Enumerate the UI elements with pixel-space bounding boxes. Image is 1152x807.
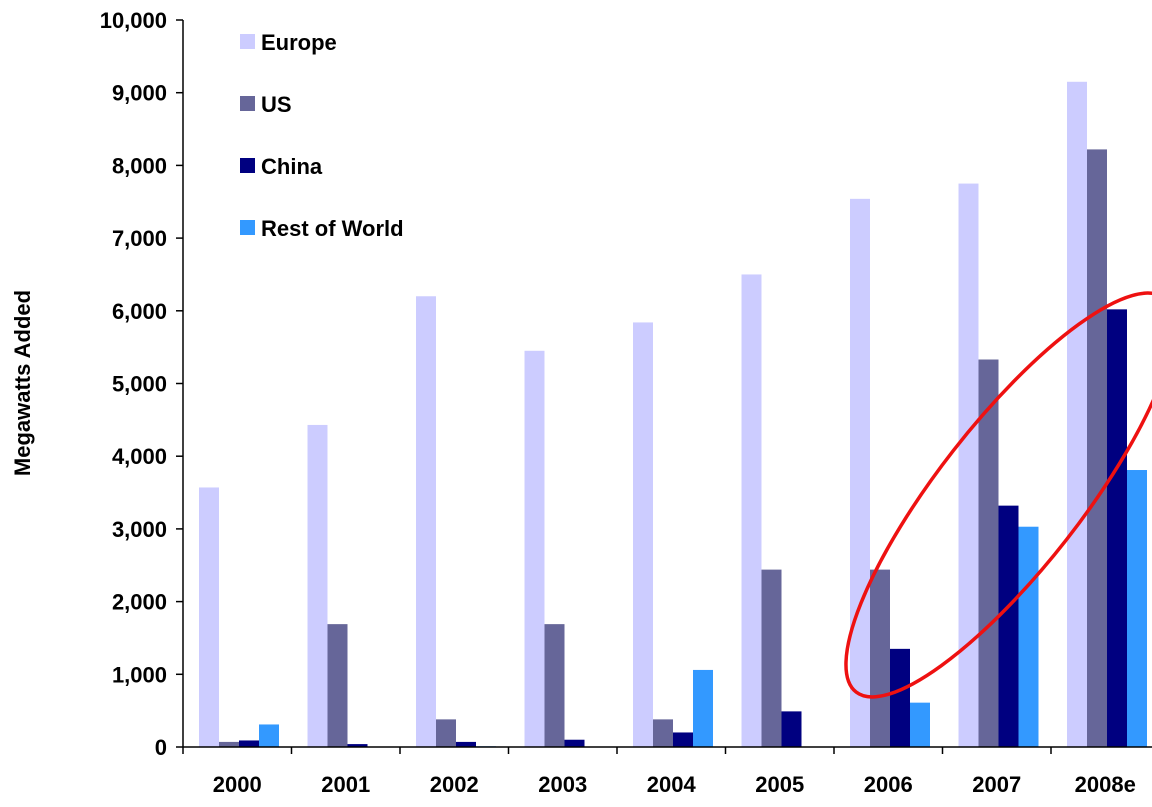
highlight-ellipse-annotation xyxy=(844,291,1152,699)
legend-label: Europe xyxy=(261,30,337,55)
bar-china-2003 xyxy=(564,739,585,747)
bar-china-2000 xyxy=(239,740,259,747)
bar-europe-2008e xyxy=(1067,81,1087,748)
y-tick-label: 10,000 xyxy=(100,8,167,33)
bar-us-2007 xyxy=(978,359,999,747)
legend-swatch-us xyxy=(240,96,255,111)
bar-us-2005 xyxy=(761,569,782,747)
y-axis-title: Megawatts Added xyxy=(10,290,35,476)
legend: Europe US China Rest of World xyxy=(240,30,404,241)
bar-europe-2002 xyxy=(416,296,436,747)
bar-europe-2004 xyxy=(633,322,653,747)
bar-china-2004 xyxy=(673,732,693,747)
bar-europe-2007 xyxy=(958,183,979,747)
y-tick-label: 8,000 xyxy=(112,153,167,178)
bar-us-2001 xyxy=(327,624,348,747)
y-tick-label: 1,000 xyxy=(112,662,167,687)
x-tick-label: 2005 xyxy=(755,772,804,797)
y-tick-label: 6,000 xyxy=(112,299,167,324)
bar-europe-2006 xyxy=(850,198,870,748)
y-tick-label: 5,000 xyxy=(112,372,167,397)
legend-label: US xyxy=(261,92,292,117)
bar-rest-of-world-2006 xyxy=(910,702,930,747)
highlight-ellipse xyxy=(844,291,1152,699)
bar-china-2006 xyxy=(890,648,910,747)
y-tick-label: 4,000 xyxy=(112,444,167,469)
y-tick-label: 7,000 xyxy=(112,226,167,251)
bar-europe-2000 xyxy=(199,487,219,747)
bar-us-2006 xyxy=(870,569,890,747)
y-tick-label: 3,000 xyxy=(112,517,167,542)
legend-label: Rest of World xyxy=(261,216,404,241)
x-tick-label: 2000 xyxy=(213,772,262,797)
bar-us-2000 xyxy=(219,741,239,747)
legend-label: China xyxy=(261,154,323,179)
y-tick-label: 0 xyxy=(155,735,167,760)
plot-area xyxy=(199,81,1147,748)
bar-us-2004 xyxy=(653,719,673,747)
x-tick-label: 2008e xyxy=(1075,772,1136,797)
x-tick-label: 2003 xyxy=(538,772,587,797)
bar-china-2008e xyxy=(1107,309,1127,747)
bar-rest-of-world-2000 xyxy=(259,724,279,747)
x-tick-label: 2006 xyxy=(864,772,913,797)
bar-rest-of-world-2007 xyxy=(1018,526,1039,747)
x-tick-label: 2004 xyxy=(647,772,697,797)
y-tick-label: 2,000 xyxy=(112,590,167,615)
x-tick-label: 2007 xyxy=(972,772,1021,797)
legend-swatch-europe xyxy=(240,34,255,49)
x-tick-label: 2001 xyxy=(321,772,370,797)
bar-china-2005 xyxy=(781,711,802,747)
bar-europe-2003 xyxy=(524,350,545,747)
y-tick-label: 9,000 xyxy=(112,81,167,106)
bar-china-2001 xyxy=(347,744,368,747)
legend-swatch-rest-of-world xyxy=(240,220,255,235)
y-axis: 0 1,000 2,000 3,000 4,000 5,000 6,000 7,000 8,00… xyxy=(100,8,184,760)
bar-europe-2005 xyxy=(741,274,762,747)
legend-swatch-china xyxy=(240,158,255,173)
bar-rest-of-world-2008e xyxy=(1127,470,1147,747)
bar-rest-of-world-2004 xyxy=(693,669,713,747)
bar-china-2002 xyxy=(456,741,476,747)
bar-us-2002 xyxy=(436,719,456,747)
bar-us-2008e xyxy=(1087,149,1107,747)
x-tick-label: 2002 xyxy=(430,772,479,797)
bar-china-2007 xyxy=(998,505,1019,747)
bar-europe-2001 xyxy=(307,424,328,747)
bar-us-2003 xyxy=(544,624,565,747)
x-axis: 2000 2001 2002 2003 2004 2005 2006 2007 2008e xyxy=(182,746,1152,797)
